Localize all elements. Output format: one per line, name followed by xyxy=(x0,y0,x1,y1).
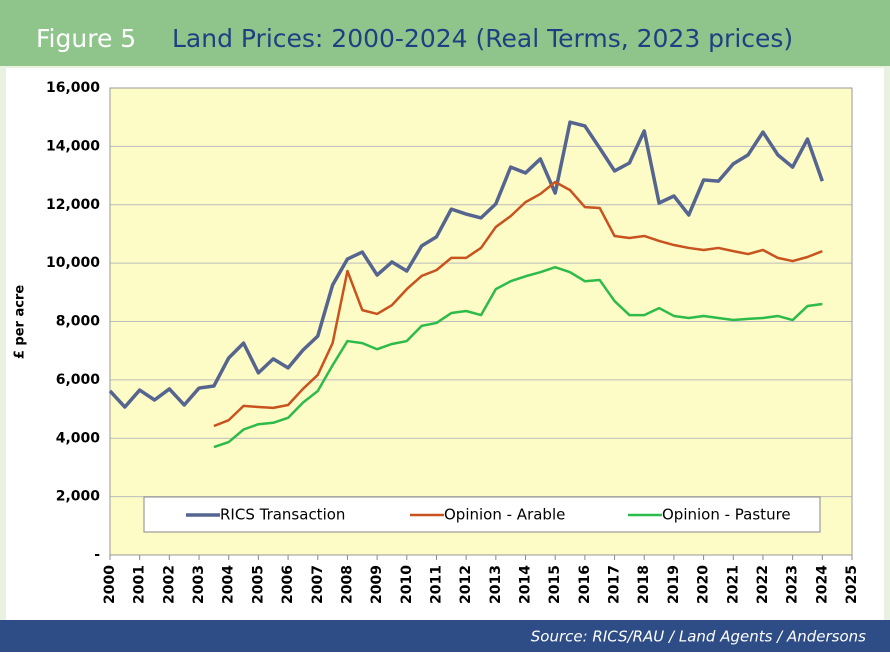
x-tick-label: 2000 xyxy=(102,565,118,604)
legend-label: RICS Transaction xyxy=(220,506,345,524)
x-tick-label: 2014 xyxy=(518,565,534,604)
x-tick-label: 2003 xyxy=(191,565,207,604)
legend-label: Opinion - Pasture xyxy=(662,506,791,524)
x-tick-label: 2009 xyxy=(369,565,385,604)
x-tick-label: 2007 xyxy=(310,565,326,604)
x-tick-label: 2017 xyxy=(607,565,623,604)
legend-box xyxy=(143,496,821,533)
y-tick-label: - xyxy=(94,547,100,563)
x-tick-label: 2024 xyxy=(814,565,830,604)
y-tick-label: 16,000 xyxy=(46,80,100,96)
plot-border xyxy=(109,87,853,556)
y-tick-label: 8,000 xyxy=(56,314,101,330)
x-tick-label: 2001 xyxy=(132,565,148,604)
x-tick-label: 2005 xyxy=(250,565,266,604)
chart-title: Land Prices: 2000-2024 (Real Terms, 2023… xyxy=(172,24,793,53)
x-tick-label: 2013 xyxy=(488,565,504,604)
series-line xyxy=(213,265,823,449)
x-tick-label: 2011 xyxy=(428,565,444,604)
footer-bar xyxy=(0,620,890,652)
x-tick-label: 2004 xyxy=(221,565,237,604)
x-tick-label: 2021 xyxy=(725,565,741,604)
x-tick-label: 2008 xyxy=(339,565,355,604)
x-tick-label: 2025 xyxy=(844,565,860,604)
x-tick-label: 2012 xyxy=(458,565,474,604)
x-tick-label: 2022 xyxy=(755,565,771,604)
series-line xyxy=(213,180,823,428)
figure-label: Figure 5 xyxy=(36,24,136,53)
x-tick-label: 2023 xyxy=(785,565,801,604)
x-tick-label: 2019 xyxy=(666,565,682,604)
x-tick-label: 2010 xyxy=(399,565,415,604)
y-tick-label: 2,000 xyxy=(56,489,101,505)
y-tick-label: 12,000 xyxy=(46,197,100,213)
x-tick-label: 2018 xyxy=(636,565,652,604)
header-bar xyxy=(0,0,890,66)
x-tick-label: 2006 xyxy=(280,565,296,604)
series-line xyxy=(108,120,824,409)
x-tick-label: 2015 xyxy=(547,565,563,604)
y-tick-label: 4,000 xyxy=(56,430,101,446)
y-axis-label: £ per acre xyxy=(13,285,28,360)
x-tick-label: 2020 xyxy=(696,565,712,604)
source-note: Source: RICS/RAU / Land Agents / Anderso… xyxy=(531,628,866,646)
x-tick-label: 2002 xyxy=(161,565,177,604)
legend-label: Opinion - Arable xyxy=(444,506,565,524)
y-tick-label: 10,000 xyxy=(46,255,100,271)
y-tick-label: 14,000 xyxy=(46,138,100,154)
x-tick-label: 2016 xyxy=(577,565,593,604)
y-tick-label: 6,000 xyxy=(56,372,101,388)
